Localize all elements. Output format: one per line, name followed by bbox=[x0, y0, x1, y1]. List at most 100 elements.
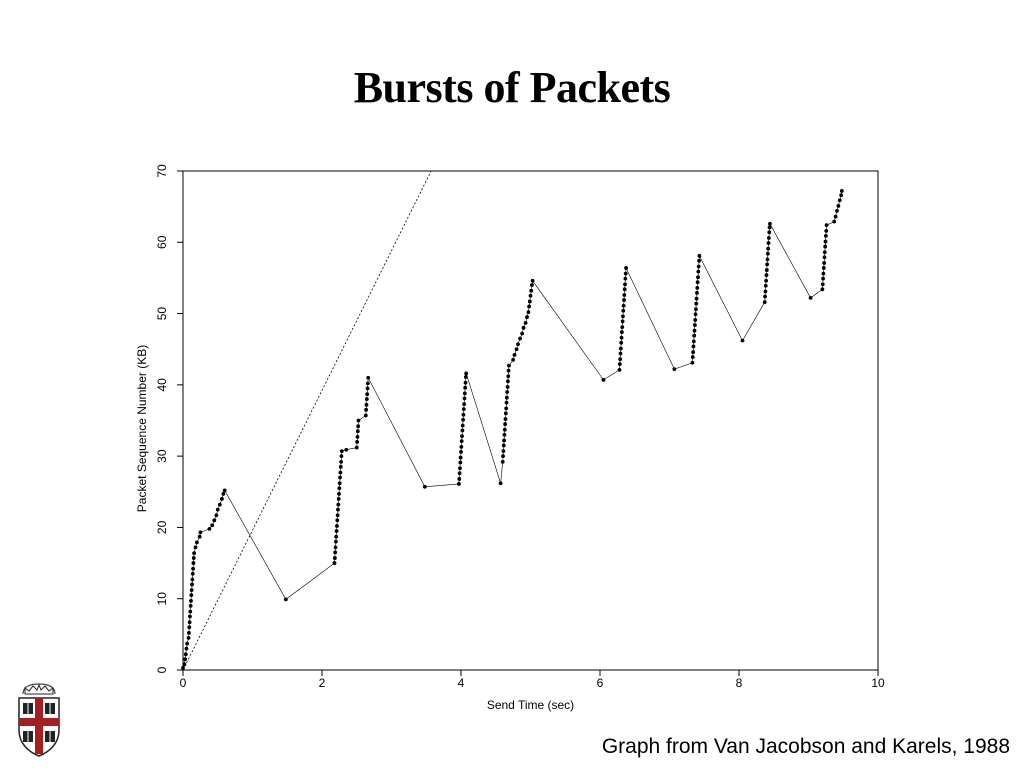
data-point bbox=[692, 333, 697, 338]
data-point bbox=[808, 295, 813, 300]
y-tick-label: 0 bbox=[155, 666, 169, 673]
data-point bbox=[518, 336, 522, 341]
data-point bbox=[621, 314, 625, 319]
data-point bbox=[506, 379, 510, 384]
data-point bbox=[764, 278, 769, 283]
data-point bbox=[618, 346, 623, 351]
data-point bbox=[187, 631, 191, 635]
data-point bbox=[601, 377, 606, 382]
data-point bbox=[504, 395, 509, 400]
data-point bbox=[363, 413, 368, 418]
data-point bbox=[763, 294, 767, 299]
data-point bbox=[525, 315, 529, 320]
data-point bbox=[621, 308, 626, 313]
data-point bbox=[188, 609, 193, 614]
data-point bbox=[820, 282, 825, 287]
data-point bbox=[619, 340, 624, 345]
data-point bbox=[459, 439, 464, 444]
x-tick-label: 2 bbox=[319, 676, 326, 690]
data-point bbox=[365, 381, 370, 386]
data-point bbox=[355, 429, 360, 434]
data-point bbox=[763, 283, 768, 288]
data-point bbox=[622, 293, 627, 297]
data-point bbox=[185, 641, 190, 646]
data-point bbox=[693, 318, 698, 322]
x-tick-label: 6 bbox=[597, 676, 604, 690]
data-point bbox=[187, 620, 192, 625]
data-point bbox=[188, 614, 192, 619]
data-point bbox=[762, 300, 767, 305]
data-point bbox=[618, 351, 623, 356]
data-point bbox=[691, 344, 696, 349]
data-point bbox=[460, 428, 465, 433]
data-point bbox=[207, 526, 212, 531]
data-point bbox=[210, 523, 215, 528]
data-point bbox=[461, 412, 466, 417]
data-point bbox=[339, 459, 344, 464]
data-point bbox=[764, 273, 769, 277]
data-point bbox=[336, 502, 341, 507]
data-point bbox=[696, 269, 701, 274]
data-point bbox=[221, 492, 226, 496]
data-point bbox=[501, 443, 506, 448]
data-point bbox=[215, 507, 220, 512]
data-point bbox=[464, 371, 469, 376]
data-point bbox=[283, 597, 288, 602]
data-point bbox=[462, 396, 467, 401]
data-point bbox=[337, 492, 341, 496]
data-point bbox=[833, 214, 838, 219]
data-point bbox=[621, 303, 626, 308]
data-point bbox=[191, 561, 196, 565]
data-point bbox=[504, 406, 509, 411]
data-point bbox=[504, 400, 509, 405]
data-point bbox=[822, 261, 827, 265]
data-point bbox=[694, 301, 699, 306]
data-point bbox=[763, 289, 768, 294]
data-point bbox=[527, 299, 532, 304]
x-tick-label: 4 bbox=[458, 676, 465, 690]
data-point bbox=[459, 444, 464, 449]
data-point bbox=[765, 251, 770, 256]
data-point bbox=[766, 236, 771, 240]
data-point bbox=[516, 342, 520, 347]
data-point bbox=[526, 310, 531, 315]
data-point bbox=[502, 438, 506, 443]
data-point bbox=[364, 397, 369, 402]
data-point bbox=[334, 529, 339, 533]
data-point bbox=[422, 484, 427, 489]
data-point bbox=[354, 445, 359, 450]
data-point bbox=[355, 434, 360, 439]
data-point bbox=[837, 198, 842, 203]
data-point bbox=[220, 497, 224, 501]
data-point bbox=[186, 636, 191, 640]
data-point bbox=[190, 571, 195, 576]
data-point bbox=[459, 449, 463, 454]
data-point bbox=[821, 266, 826, 270]
data-point bbox=[217, 502, 222, 507]
data-point bbox=[765, 262, 770, 267]
plot-frame bbox=[182, 170, 879, 671]
data-point bbox=[458, 455, 463, 460]
data-point bbox=[332, 556, 337, 560]
data-point bbox=[530, 278, 535, 283]
data-point bbox=[355, 439, 359, 444]
data-point bbox=[197, 534, 202, 539]
data-point bbox=[460, 434, 464, 439]
data-point bbox=[529, 283, 534, 287]
data-point bbox=[364, 407, 369, 412]
x-axis-label: Send Time (sec) bbox=[487, 698, 574, 712]
data-point bbox=[839, 193, 844, 198]
data-point bbox=[356, 424, 361, 429]
data-point bbox=[214, 513, 219, 518]
data-point bbox=[820, 287, 825, 292]
data-point bbox=[695, 286, 700, 290]
data-point bbox=[190, 582, 194, 587]
data-point bbox=[624, 266, 628, 270]
data-point bbox=[767, 230, 772, 235]
data-point bbox=[520, 331, 525, 336]
x-tick-label: 8 bbox=[736, 676, 743, 690]
data-point bbox=[503, 411, 508, 416]
data-point bbox=[500, 459, 505, 464]
data-point bbox=[768, 221, 772, 226]
data-point bbox=[191, 566, 195, 571]
